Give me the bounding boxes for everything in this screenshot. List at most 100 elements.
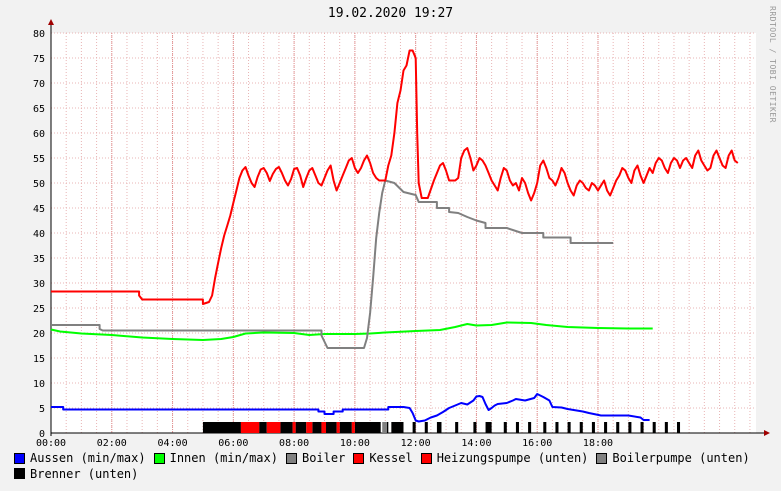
y-tick-label: 35	[33, 254, 45, 265]
legend-label: Kessel	[369, 451, 413, 465]
y-tick-label: 0	[39, 429, 45, 440]
brenner-bar	[628, 422, 632, 433]
legend-label: Innen (min/max)	[169, 451, 278, 465]
series-line-innen	[50, 321, 653, 341]
legend-label: Boiler	[301, 451, 346, 465]
brenner-bar	[503, 422, 507, 433]
brenner-bar	[339, 422, 352, 433]
series-group	[50, 49, 739, 423]
x-tick-label: 12:00	[401, 438, 431, 449]
heizungspumpe-bar	[240, 422, 260, 433]
x-tick-label: 00:00	[36, 438, 66, 449]
brenner-bar	[280, 422, 293, 433]
legend-item: Kessel	[353, 451, 413, 465]
y-tick-label: 20	[33, 329, 45, 340]
legend-swatch	[285, 452, 297, 464]
legend-swatch	[14, 452, 25, 464]
brenner-bar	[473, 422, 477, 433]
brenner-bar	[455, 422, 459, 433]
brenner-bar	[676, 422, 681, 433]
axes	[48, 19, 770, 436]
brenner-bar	[436, 422, 442, 433]
y-tick-label: 75	[33, 54, 45, 65]
legend-swatch	[596, 452, 608, 464]
legend-item: Boiler	[285, 451, 346, 465]
heizungspumpe-bar	[266, 422, 281, 433]
heizungspumpe-bar	[292, 422, 296, 433]
legend-label: Boilerpumpe (unten)	[612, 451, 750, 465]
brenner-bar	[354, 422, 381, 433]
y-tick-label: 50	[33, 179, 45, 190]
brenner-bar	[543, 422, 547, 433]
heizungspumpe-bar	[351, 422, 355, 433]
brenner-bar	[391, 422, 404, 433]
x-tick-label: 16:00	[522, 438, 552, 449]
watermark: RRDTOOL / TOBI OETIKER	[768, 6, 777, 123]
legend-swatch	[420, 452, 432, 464]
legend-item: Boilerpumpe (unten)	[596, 451, 750, 465]
y-tick-label: 55	[33, 154, 45, 165]
x-axis-arrow	[764, 430, 770, 436]
brenner-bar	[591, 422, 595, 433]
legend-label: Aussen (min/max)	[30, 451, 146, 465]
brenner-bar	[616, 422, 620, 433]
legend-item: Aussen (min/max)	[14, 451, 146, 465]
y-tick-label: 10	[33, 379, 45, 390]
brenner-bar	[555, 422, 559, 433]
heizungspumpe-bar	[306, 422, 313, 433]
y-tick-label: 30	[33, 279, 45, 290]
series-line-aussen	[51, 393, 650, 423]
chart-title: 19.02.2020 19:27	[327, 6, 454, 21]
x-tick-label: 10:00	[340, 438, 370, 449]
y-tick-label: 60	[33, 129, 45, 140]
x-tick-label: 14:00	[461, 438, 491, 449]
x-tick-label: 02:00	[97, 438, 127, 449]
brenner-bar	[604, 422, 608, 433]
legend-item: Brenner (unten)	[14, 467, 138, 481]
brenner-bar	[202, 422, 241, 433]
brenner-bar	[652, 422, 656, 433]
legend: Aussen (min/max) Innen (min/max) Boiler Kes…	[14, 451, 774, 482]
brenner-bar	[664, 422, 668, 433]
brenner-bar	[515, 422, 519, 433]
legend-item: Innen (min/max)	[153, 451, 278, 465]
y-tick-label: 45	[33, 204, 45, 215]
brenner-bar	[424, 422, 428, 433]
brenner-bar	[579, 422, 583, 433]
series-line-kessel	[51, 49, 739, 305]
y-axis-arrow	[48, 19, 54, 25]
ticks: 0 5 10 15 20 25 30 35 40 45 50 55 60 65 70 75 80 00:00 02:…	[33, 29, 613, 449]
y-tick-label: 65	[33, 104, 45, 115]
boilerpumpe-bar	[382, 422, 387, 433]
brenner-bar	[295, 422, 307, 433]
legend-label: Brenner (unten)	[30, 466, 139, 481]
y-tick-label: 15	[33, 354, 45, 365]
brenner-bar	[312, 422, 322, 433]
x-tick-label: 08:00	[279, 438, 309, 449]
brenner-bar	[485, 422, 492, 433]
y-tick-label: 80	[33, 29, 45, 40]
y-tick-label: 25	[33, 304, 45, 315]
legend-swatch	[14, 468, 25, 479]
y-tick-label: 70	[33, 79, 45, 90]
legend-label: Heizungspumpe (unten)	[436, 451, 589, 465]
brenner-bar	[412, 422, 416, 433]
brenner-bar	[567, 422, 571, 433]
brenner-bar	[640, 422, 644, 433]
heizungspumpe-bar	[336, 422, 340, 433]
x-tick-label: 06:00	[218, 438, 248, 449]
brenner-bar	[259, 422, 267, 433]
y-tick-label: 40	[33, 229, 45, 240]
legend-swatch	[153, 452, 165, 464]
heizungspumpe-bar	[321, 422, 327, 433]
y-tick-label: 5	[39, 404, 45, 415]
series-line-boiler	[51, 179, 614, 349]
x-tick-label: 18:00	[583, 438, 613, 449]
legend-swatch	[353, 452, 365, 464]
legend-item: Heizungspumpe (unten)	[420, 451, 589, 465]
brenner-bar	[326, 422, 337, 433]
x-tick-label: 04:00	[157, 438, 187, 449]
brenner-bar	[386, 422, 389, 433]
